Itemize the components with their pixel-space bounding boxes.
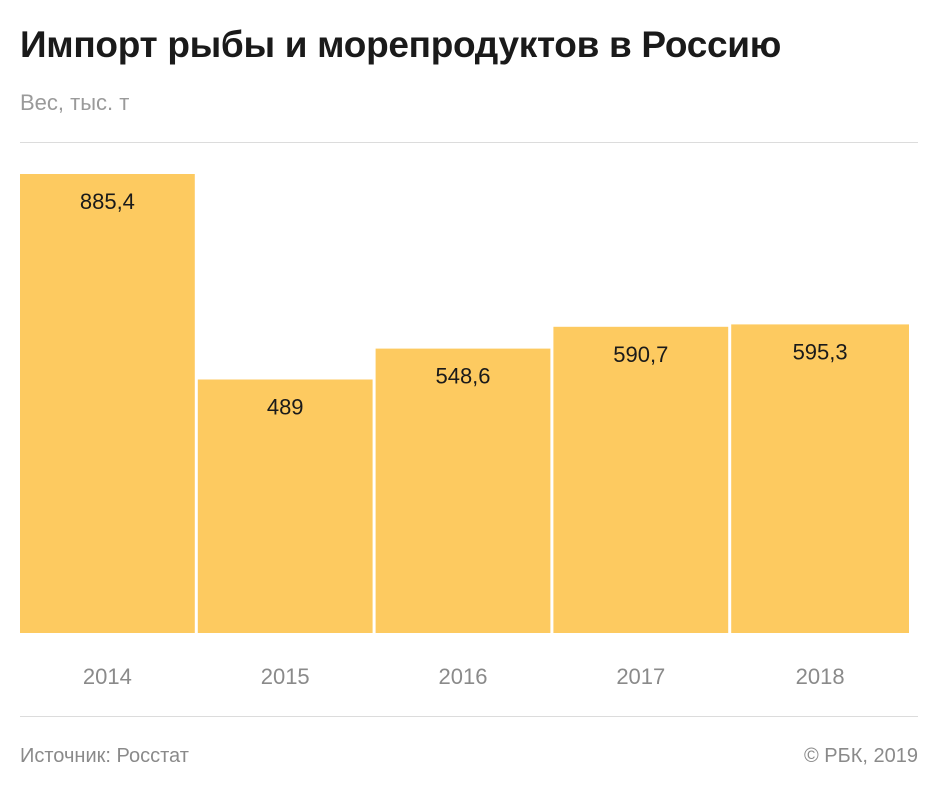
bar-2016: [375, 348, 551, 633]
value-label-2017: 590,7: [613, 342, 668, 367]
value-label-2016: 548,6: [435, 364, 490, 389]
bar-2018: [731, 324, 909, 633]
bottom-divider: [20, 716, 918, 717]
bar-chart: 885,4 2014 489 2015 548,6 2016 590,7 2017 595,3 2…: [20, 174, 909, 689]
value-label-2014: 885,4: [80, 189, 135, 214]
chart-subtitle: Вес, тыс. т: [20, 90, 130, 115]
x-tick-label-2018: 2018: [796, 664, 845, 689]
top-divider: [20, 142, 918, 143]
source-note: Источник: Росстат: [20, 745, 189, 767]
x-tick-label-2014: 2014: [83, 664, 132, 689]
value-label-2018: 595,3: [793, 339, 848, 364]
bar-2017: [553, 326, 729, 633]
bar-2015: [197, 379, 373, 633]
chart-title: Импорт рыбы и морепродуктов в Россию: [20, 24, 781, 65]
value-label-2015: 489: [267, 395, 304, 420]
copyright-note: © РБК, 2019: [803, 745, 918, 767]
bar-2014: [20, 174, 195, 633]
x-tick-label-2017: 2017: [616, 664, 665, 689]
x-tick-label-2015: 2015: [261, 664, 310, 689]
x-tick-label-2016: 2016: [439, 664, 488, 689]
